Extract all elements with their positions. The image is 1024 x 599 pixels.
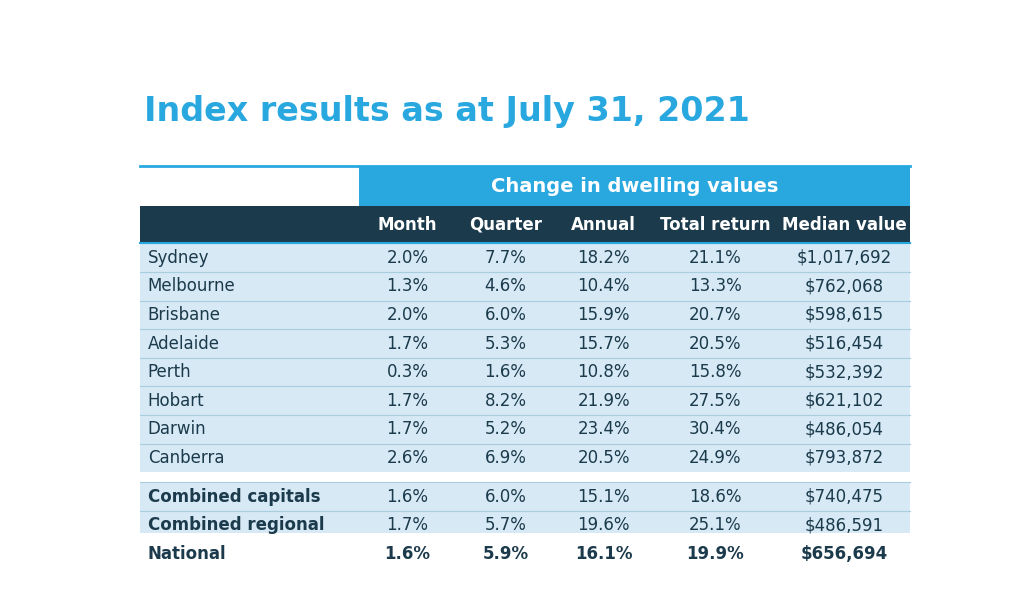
Text: Combined regional: Combined regional xyxy=(147,516,325,534)
Text: 10.4%: 10.4% xyxy=(578,277,630,295)
Text: 21.9%: 21.9% xyxy=(578,392,630,410)
Bar xyxy=(140,386,909,415)
Text: $656,694: $656,694 xyxy=(801,545,888,563)
Text: Hobart: Hobart xyxy=(147,392,205,410)
Text: 19.9%: 19.9% xyxy=(686,545,744,563)
Text: $516,454: $516,454 xyxy=(805,335,884,353)
Text: 6.9%: 6.9% xyxy=(484,449,526,467)
Text: Brisbane: Brisbane xyxy=(147,306,221,324)
Text: National: National xyxy=(147,545,226,563)
Text: 5.7%: 5.7% xyxy=(484,516,526,534)
Text: 1.6%: 1.6% xyxy=(386,488,428,506)
Bar xyxy=(140,301,909,329)
Text: $762,068: $762,068 xyxy=(805,277,884,295)
Text: 8.2%: 8.2% xyxy=(484,392,526,410)
Text: 21.1%: 21.1% xyxy=(689,249,741,267)
Bar xyxy=(140,243,909,272)
Text: 24.9%: 24.9% xyxy=(689,449,741,467)
Text: 25.1%: 25.1% xyxy=(689,516,741,534)
Text: Combined capitals: Combined capitals xyxy=(147,488,321,506)
Text: 2.0%: 2.0% xyxy=(386,249,428,267)
Text: 6.0%: 6.0% xyxy=(484,488,526,506)
Text: 5.2%: 5.2% xyxy=(484,420,526,438)
Text: Perth: Perth xyxy=(147,363,191,381)
Text: 5.3%: 5.3% xyxy=(484,335,526,353)
Text: 2.6%: 2.6% xyxy=(386,449,428,467)
Text: $793,872: $793,872 xyxy=(805,449,884,467)
Bar xyxy=(140,205,909,243)
Text: 16.1%: 16.1% xyxy=(574,545,633,563)
Text: 1.6%: 1.6% xyxy=(384,545,430,563)
Text: 18.6%: 18.6% xyxy=(689,488,741,506)
Text: Quarter: Quarter xyxy=(469,216,542,234)
Bar xyxy=(140,358,909,386)
Text: Adelaide: Adelaide xyxy=(147,335,220,353)
Text: 27.5%: 27.5% xyxy=(689,392,741,410)
Bar xyxy=(140,472,909,482)
Text: 30.4%: 30.4% xyxy=(689,420,741,438)
Text: Month: Month xyxy=(378,216,437,234)
Text: Change in dwelling values: Change in dwelling values xyxy=(490,177,778,195)
Text: 23.4%: 23.4% xyxy=(578,420,630,438)
Bar xyxy=(140,415,909,444)
Text: 18.2%: 18.2% xyxy=(578,249,630,267)
Text: Darwin: Darwin xyxy=(147,420,207,438)
Text: $486,591: $486,591 xyxy=(805,516,884,534)
Bar xyxy=(140,540,909,568)
Text: $598,615: $598,615 xyxy=(805,306,884,324)
Text: 15.7%: 15.7% xyxy=(578,335,630,353)
Text: $740,475: $740,475 xyxy=(805,488,884,506)
Text: 20.5%: 20.5% xyxy=(578,449,630,467)
Text: 1.7%: 1.7% xyxy=(386,335,428,353)
Text: 1.7%: 1.7% xyxy=(386,392,428,410)
Text: 2.0%: 2.0% xyxy=(386,306,428,324)
Text: 20.5%: 20.5% xyxy=(689,335,741,353)
Text: Median value: Median value xyxy=(782,216,906,234)
Text: 15.9%: 15.9% xyxy=(578,306,630,324)
Text: $1,017,692: $1,017,692 xyxy=(797,249,892,267)
Bar xyxy=(359,167,909,205)
Text: 1.3%: 1.3% xyxy=(386,277,428,295)
Bar xyxy=(140,444,909,472)
Text: Canberra: Canberra xyxy=(147,449,224,467)
Text: $621,102: $621,102 xyxy=(805,392,884,410)
Text: Index results as at July 31, 2021: Index results as at July 31, 2021 xyxy=(143,95,750,128)
Text: 1.6%: 1.6% xyxy=(484,363,526,381)
Text: 4.6%: 4.6% xyxy=(484,277,526,295)
Bar xyxy=(140,272,909,301)
Text: 15.8%: 15.8% xyxy=(689,363,741,381)
Text: 6.0%: 6.0% xyxy=(484,306,526,324)
Bar xyxy=(140,482,909,511)
Bar xyxy=(140,329,909,358)
Text: 7.7%: 7.7% xyxy=(484,249,526,267)
Bar xyxy=(140,511,909,540)
Text: Annual: Annual xyxy=(571,216,636,234)
Text: Sydney: Sydney xyxy=(147,249,209,267)
Text: Melbourne: Melbourne xyxy=(147,277,236,295)
Text: 0.3%: 0.3% xyxy=(386,363,428,381)
Text: 19.6%: 19.6% xyxy=(578,516,630,534)
Text: 1.7%: 1.7% xyxy=(386,420,428,438)
Text: 5.9%: 5.9% xyxy=(482,545,528,563)
Text: 1.7%: 1.7% xyxy=(386,516,428,534)
Text: 10.8%: 10.8% xyxy=(578,363,630,381)
Text: 13.3%: 13.3% xyxy=(689,277,741,295)
Text: 20.7%: 20.7% xyxy=(689,306,741,324)
Text: 15.1%: 15.1% xyxy=(578,488,630,506)
Text: $486,054: $486,054 xyxy=(805,420,884,438)
Text: Total return: Total return xyxy=(660,216,771,234)
Text: $532,392: $532,392 xyxy=(805,363,884,381)
